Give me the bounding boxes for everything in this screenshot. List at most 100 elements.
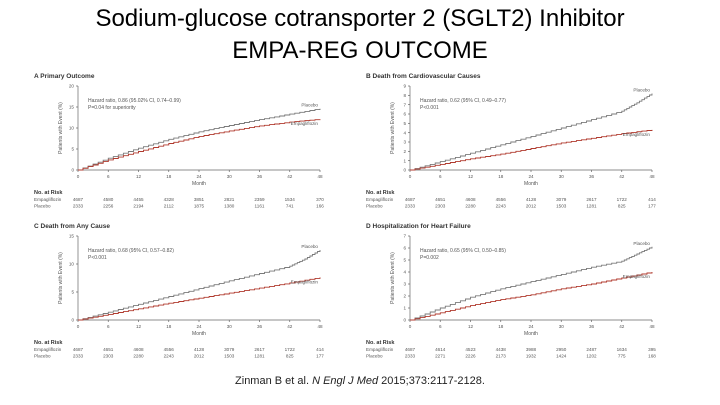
empagliflozin-curve-label: Empagliflozin — [291, 121, 319, 126]
placebo-curve-label: Placebo — [301, 103, 318, 108]
risk-cell: 2271 — [435, 354, 446, 359]
risk-cell: 2333 — [405, 354, 416, 359]
x-tick-label: 12 — [136, 324, 142, 329]
risk-cell: 1202 — [586, 354, 597, 359]
y-tick-label: 2 — [403, 149, 406, 154]
empagliflozin-curve — [410, 272, 653, 321]
x-tick-label: 12 — [468, 324, 474, 329]
risk-cell: 4608 — [465, 197, 476, 202]
risk-cell: 2303 — [435, 204, 446, 209]
y-tick-label: 2 — [403, 294, 406, 299]
placebo-curve-label: Placebo — [301, 244, 318, 249]
risk-cell: 4687 — [405, 197, 416, 202]
risk-cell: 3079 — [224, 347, 235, 352]
risk-row-label: Empagliflozin — [366, 347, 394, 352]
risk-cell: 2194 — [133, 204, 144, 209]
risk-cell: 4556 — [164, 347, 175, 352]
risk-cell: 1281 — [254, 354, 265, 359]
x-tick-label: 24 — [196, 324, 202, 329]
y-tick-label: 9 — [403, 84, 406, 89]
x-tick-label: 18 — [498, 324, 504, 329]
y-tick-label: 0 — [403, 168, 406, 173]
risk-cell: 414 — [648, 197, 656, 202]
risk-table-header: No. at Risk — [34, 190, 63, 196]
y-axis-label: Patients with Event (%) — [58, 102, 64, 154]
empagliflozin-curve — [78, 119, 321, 171]
risk-cell: 2012 — [526, 204, 537, 209]
risk-cell: 4687 — [405, 347, 416, 352]
x-tick-label: 18 — [498, 174, 504, 179]
risk-cell: 3079 — [556, 197, 567, 202]
risk-cell: 1534 — [285, 197, 296, 202]
risk-cell: 1932 — [526, 354, 537, 359]
risk-row-label: Placebo — [366, 354, 383, 359]
y-axis-label: Patients with Event (%) — [390, 102, 396, 154]
y-tick-label: 0 — [403, 318, 406, 323]
x-tick-label: 30 — [227, 174, 233, 179]
risk-cell: 2333 — [73, 204, 84, 209]
slide-title-line1: Sodium-glucose cotransporter 2 (SGLT2) I… — [95, 5, 625, 32]
x-tick-label: 48 — [649, 324, 655, 329]
risk-cell: 2226 — [465, 354, 476, 359]
x-axis-label: Month — [524, 181, 538, 187]
x-tick-label: 42 — [619, 174, 625, 179]
risk-cell: 177 — [316, 354, 324, 359]
y-tick-label: 0 — [71, 168, 74, 173]
risk-cell: 1875 — [194, 204, 205, 209]
risk-cell: 2243 — [164, 354, 175, 359]
placebo-curve-label: Placebo — [633, 241, 650, 246]
panel-c-all-cause-death: C Death from Any Cause Patients with Even… — [28, 220, 360, 370]
risk-cell: 177 — [648, 204, 656, 209]
x-tick-label: 6 — [107, 324, 110, 329]
risk-row-label: Empagliflozin — [366, 197, 394, 202]
risk-cell: 2617 — [254, 347, 265, 352]
empagliflozin-curve — [410, 129, 653, 171]
panel-title: D Hospitalization for Heart Failure — [366, 223, 471, 230]
panel-b-svg: B Death from Cardiovascular Causes Patien… — [366, 73, 656, 209]
x-tick-label: 48 — [317, 174, 323, 179]
y-tick-label: 10 — [69, 262, 75, 267]
y-tick-label: 0 — [71, 318, 74, 323]
y-tick-label: 15 — [69, 234, 75, 239]
panel-title: C Death from Any Cause — [34, 223, 110, 230]
x-tick-label: 36 — [257, 324, 263, 329]
risk-cell: 4128 — [526, 197, 537, 202]
risk-cell: 825 — [618, 204, 626, 209]
placebo-curve — [410, 246, 653, 321]
placebo-curve — [78, 250, 321, 321]
hazard-ratio-annotation: P<0.001 — [88, 255, 107, 261]
km-figure: A Primary Outcome Patients with Event (%)… — [28, 70, 692, 370]
risk-cell: 1503 — [556, 204, 567, 209]
risk-cell: 741 — [286, 204, 294, 209]
y-tick-label: 4 — [403, 270, 406, 275]
citation-journal: N Engl J Med — [312, 375, 379, 387]
hazard-ratio-annotation: Hazard ratio, 0.68 (95% CI, 0.57–0.82) — [88, 248, 174, 254]
risk-cell: 3851 — [194, 197, 205, 202]
risk-cell: 2303 — [103, 354, 114, 359]
risk-cell: 775 — [618, 354, 626, 359]
risk-cell: 1503 — [224, 354, 235, 359]
panel-c-svg: C Death from Any Cause Patients with Even… — [34, 223, 324, 359]
risk-cell: 1281 — [586, 204, 597, 209]
risk-row-label: Placebo — [366, 204, 383, 209]
x-tick-label: 18 — [166, 174, 172, 179]
risk-cell: 4687 — [73, 197, 84, 202]
risk-cell: 1634 — [617, 347, 628, 352]
empagliflozin-curve-label: Empagliflozin — [623, 132, 651, 137]
risk-cell: 2333 — [405, 204, 416, 209]
x-tick-label: 0 — [77, 174, 80, 179]
hazard-ratio-annotation: P=0.002 — [420, 255, 439, 261]
panel-b-cv-death: B Death from Cardiovascular Causes Patien… — [360, 70, 692, 220]
risk-cell: 2280 — [133, 354, 144, 359]
citation-authors: Zinman B et al. — [235, 375, 313, 387]
y-tick-label: 7 — [403, 102, 406, 107]
risk-cell: 2487 — [586, 347, 597, 352]
placebo-curve — [410, 93, 653, 171]
x-axis-label: Month — [192, 181, 206, 187]
hazard-ratio-annotation: Hazard ratio, 0.62 (95% CI, 0.49–0.77) — [420, 98, 506, 104]
y-tick-label: 20 — [69, 84, 75, 89]
y-tick-label: 15 — [69, 105, 75, 110]
panel-d-svg: D Hospitalization for Heart Failure Patie… — [366, 223, 656, 359]
risk-cell: 2256 — [103, 204, 114, 209]
risk-cell: 166 — [316, 204, 324, 209]
